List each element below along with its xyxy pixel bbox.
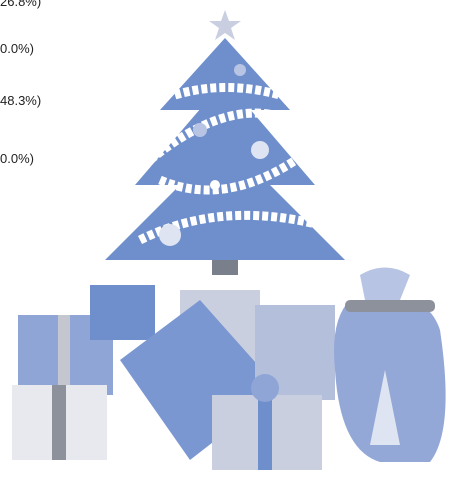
ornament: [159, 224, 181, 246]
percent-label: 0.0%): [0, 151, 34, 166]
percent-label: 0.0%): [0, 41, 34, 56]
page: 26.8%) 0.0%) 48.3%) 0.0%): [0, 0, 462, 481]
ribbon: [52, 385, 66, 460]
present: [90, 285, 155, 340]
ribbon: [58, 315, 70, 395]
gift-bag-top: [360, 268, 410, 301]
ornament: [210, 180, 220, 190]
bow: [251, 374, 279, 402]
bag-ribbon: [345, 300, 435, 312]
percent-label: 48.3%): [0, 93, 41, 108]
ornament: [193, 123, 207, 137]
percent-label: 26.8%): [0, 0, 41, 9]
ornament: [251, 141, 269, 159]
ribbon: [258, 395, 272, 470]
christmas-illustration: [0, 0, 462, 481]
tree-star: [209, 10, 241, 40]
ornament: [234, 64, 246, 76]
